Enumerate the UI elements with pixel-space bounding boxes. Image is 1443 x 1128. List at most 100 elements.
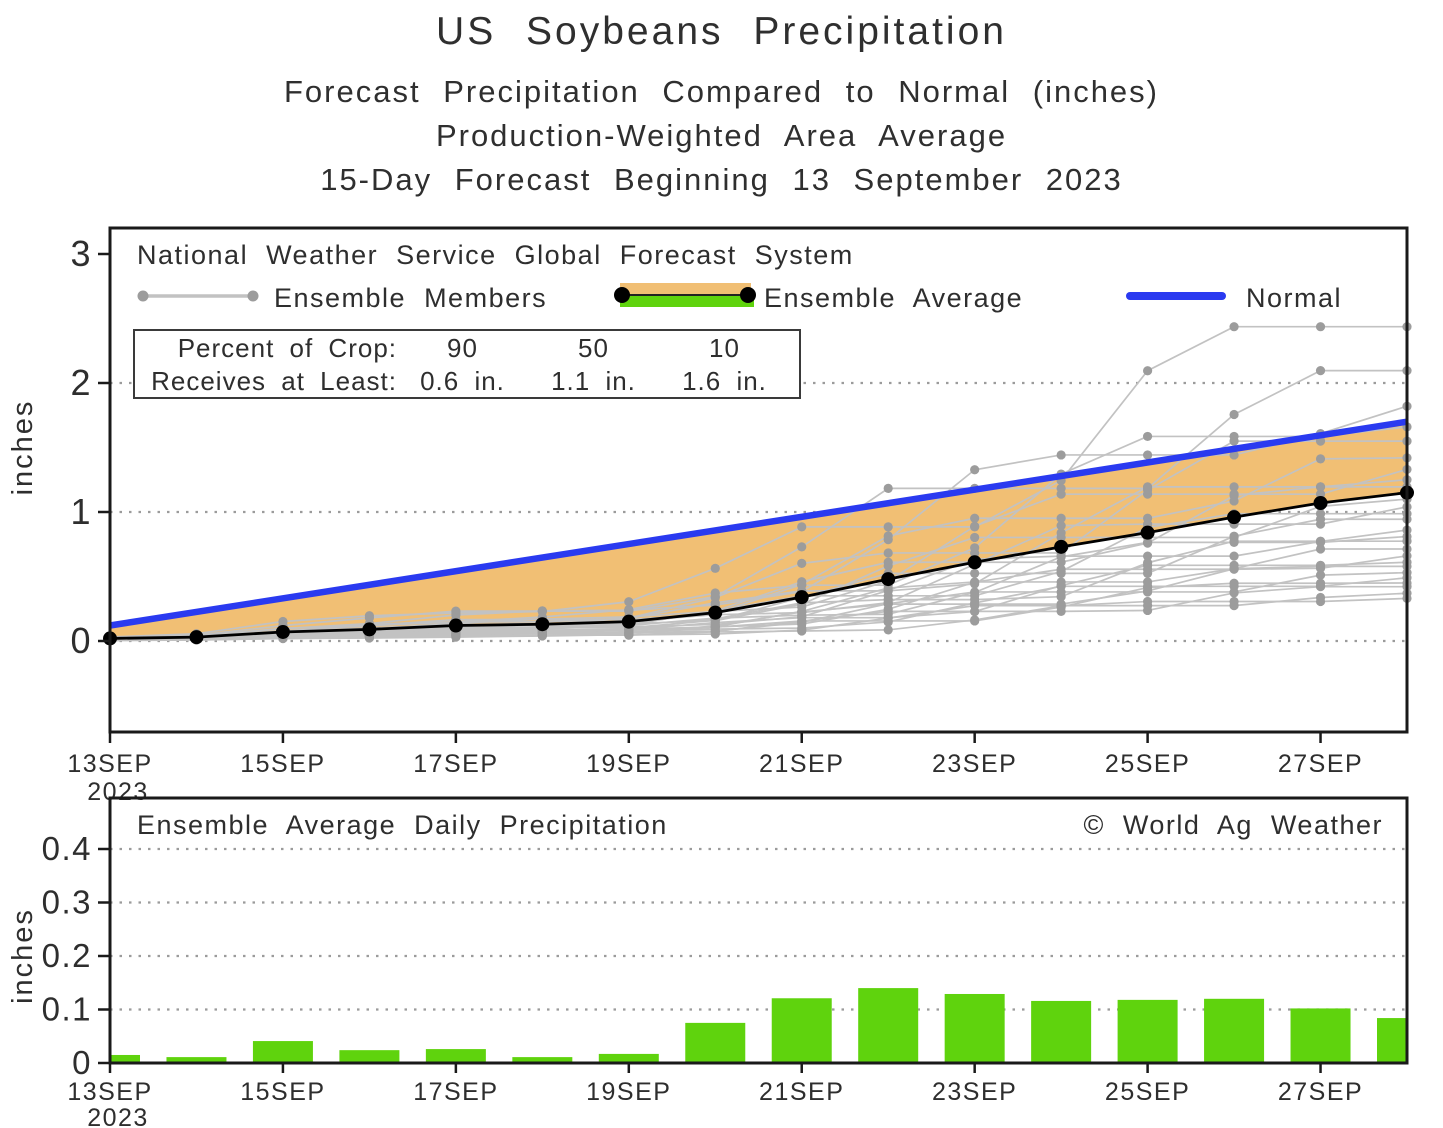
ensemble-member-line — [109, 426, 1408, 640]
ensemble-member-dot — [1315, 509, 1326, 519]
bar-15SEP — [252, 1041, 313, 1063]
x-tick-label: 25SEP — [1105, 1078, 1190, 1106]
cumulative-precip-chart — [98, 226, 1414, 743]
legend-icons — [137, 283, 1226, 307]
ensemble-member-dot — [1229, 587, 1239, 597]
receives-at-least-label: Receives at Least: — [151, 365, 397, 396]
top-chart-border — [108, 226, 1409, 734]
ensemble-member-dot — [970, 532, 980, 543]
ensemble-member-dot — [1143, 568, 1153, 578]
ensemble-member-dot — [1229, 322, 1239, 332]
ensemble-average-legend-dot — [740, 287, 756, 303]
ensemble-member-dot — [797, 542, 807, 552]
ensemble-member-dot — [1056, 592, 1066, 602]
x-year-label: 2023 — [87, 778, 149, 806]
bar-28SEP — [1377, 1018, 1407, 1063]
ensemble-member-dot — [1143, 577, 1153, 587]
ensemble-member-dot — [970, 616, 980, 626]
bar-13SEP — [110, 1054, 140, 1063]
ensemble-average-dot — [967, 555, 982, 570]
amount-value-90: 0.6 in. — [420, 365, 505, 396]
ensemble-member-dot — [1056, 520, 1066, 531]
ensemble-member-dot — [624, 606, 634, 616]
bar-14SEP — [166, 1057, 227, 1063]
ensemble-member-dot — [1229, 431, 1239, 442]
ensemble-average-dot — [708, 605, 723, 620]
x-tick-label: 13SEP — [67, 1078, 152, 1106]
bar-26SEP — [1204, 998, 1265, 1063]
amount-value-50: 1.1 in. — [551, 365, 636, 396]
y-axis-title: inches — [7, 908, 39, 1004]
ensemble-member-dot — [1143, 551, 1153, 561]
ensemble-average-dot — [1054, 539, 1069, 554]
ensemble-member-dot — [1143, 538, 1153, 548]
ensemble-member-dot — [1143, 558, 1153, 568]
info-box-row-receives: Receives at Least: 0.6 in. 1.1 in. 1.6 i… — [135, 365, 799, 397]
x-tick-label: 27SEP — [1278, 1078, 1363, 1106]
bar-19SEP — [598, 1053, 659, 1063]
ensemble-members-legend-dot — [247, 290, 259, 302]
ensemble-member-dot — [1229, 551, 1239, 561]
ensemble-member-dot — [1229, 564, 1239, 574]
ensemble-average-line — [109, 491, 1408, 640]
ensemble-member-dot — [278, 616, 288, 627]
ensemble-member-line — [109, 325, 1407, 638]
ensemble-member-dot — [970, 513, 980, 523]
bar-21SEP — [771, 998, 832, 1063]
ensemble-member-dot — [1229, 489, 1239, 499]
y-tick-label: 0.3 — [42, 884, 92, 921]
percent-of-crop-info-box: Percent of Crop: 90 50 10 Receives at Le… — [133, 329, 801, 399]
ensemble-member-dot — [1143, 513, 1153, 523]
percent-of-crop-label: Percent of Crop: — [177, 332, 397, 363]
ensemble-member-dot — [883, 483, 893, 494]
daily-precip-chart — [98, 796, 1409, 1073]
daily-precip-chart-title: Ensemble Average Daily Precipitation — [137, 810, 668, 840]
y-axis-title: inches — [7, 400, 39, 496]
ensemble-member-dot — [1315, 536, 1326, 547]
ensemble-member-dot — [970, 465, 980, 475]
x-tick-label: 19SEP — [586, 750, 671, 778]
x-tick-label: 21SEP — [759, 1078, 844, 1106]
ensemble-member-dot — [1143, 586, 1153, 596]
x-tick-label: 17SEP — [413, 1078, 498, 1106]
subtitle-area-average: Production-Weighted Area Average — [435, 118, 1008, 153]
ensemble-member-dot — [1315, 322, 1326, 332]
ensemble-member-line — [109, 555, 1408, 641]
bar-24SEP — [1031, 1000, 1092, 1063]
x-tick-label: 21SEP — [759, 750, 844, 778]
ensemble-member-dot — [710, 592, 720, 602]
ensemble-member-dot — [797, 619, 807, 629]
x-tick-label: 27SEP — [1278, 750, 1363, 778]
legend-ensemble-members-label: Ensemble Members — [274, 283, 548, 313]
ensemble-member-dot — [1315, 581, 1326, 591]
bar-27SEP — [1290, 1008, 1351, 1063]
x-tick-label: 23SEP — [932, 1078, 1017, 1106]
ensemble-member-dot — [537, 606, 547, 617]
y-tick-label: 3 — [70, 233, 92, 274]
ensemble-members-legend-dot — [137, 290, 149, 302]
legend-ensemble-average-label: Ensemble Average — [764, 283, 1024, 313]
ensemble-average-dot — [1313, 495, 1328, 510]
y-tick-label: 2 — [70, 362, 92, 403]
y-tick-label: 0 — [72, 1044, 92, 1081]
amount-value-10: 1.6 in. — [682, 365, 767, 396]
ensemble-member-dot — [1143, 366, 1153, 376]
ensemble-member-dot — [364, 611, 374, 621]
x-tick-label: 17SEP — [413, 750, 498, 778]
bottom-chart-border — [108, 796, 1409, 1065]
percent-value-10: 10 — [709, 332, 740, 363]
ensemble-average-legend-icon-green — [620, 295, 754, 307]
ensemble-average-dot — [362, 622, 377, 637]
subtitle-forecast-period: 15-Day Forecast Beginning 13 September 2… — [320, 162, 1123, 197]
ensemble-member-dot — [970, 579, 980, 589]
ensemble-member-dot — [1315, 570, 1326, 580]
ensemble-average-dot — [535, 617, 550, 632]
bar-16SEP — [339, 1050, 400, 1063]
ensemble-member-dot — [797, 522, 807, 532]
ensemble-member-dot — [1056, 557, 1066, 567]
ensemble-member-dot — [970, 591, 980, 601]
ensemble-member-dot — [1315, 592, 1326, 603]
ensemble-member-dot — [624, 597, 634, 607]
ensemble-member-dot — [970, 522, 980, 532]
